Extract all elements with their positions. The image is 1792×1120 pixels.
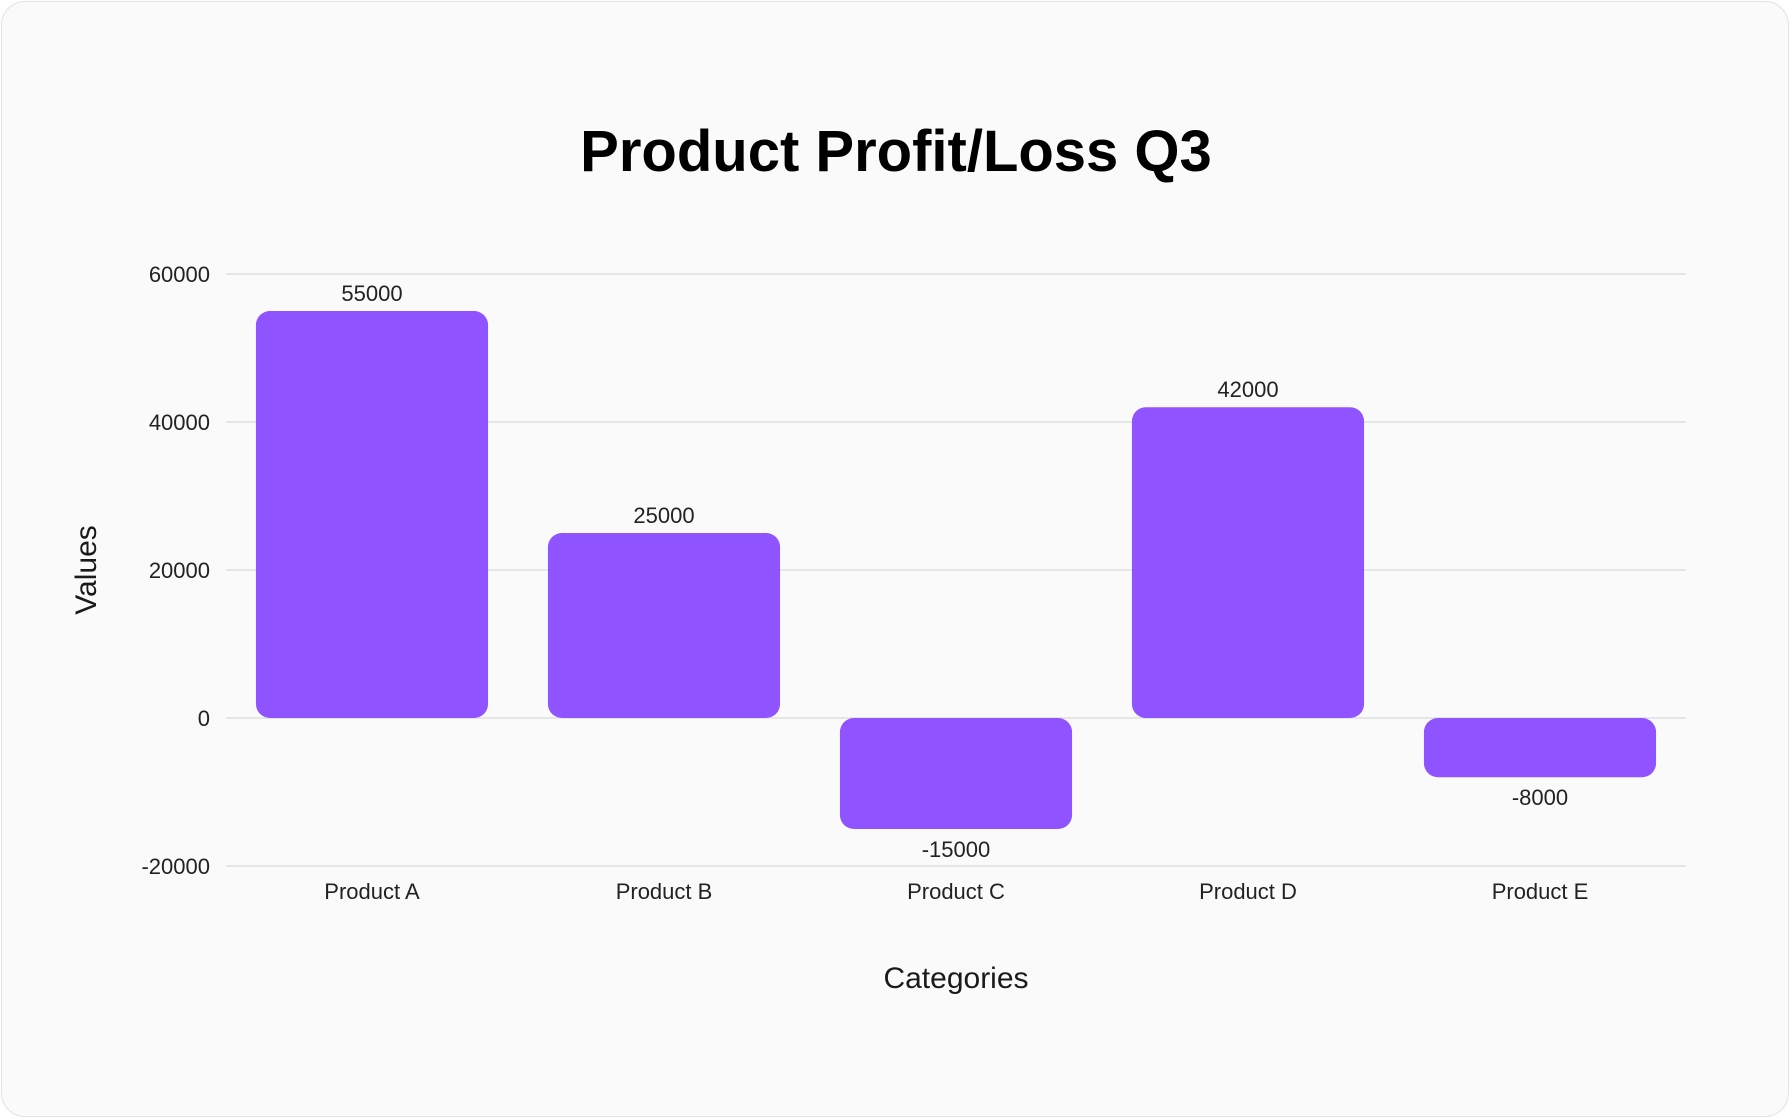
data-label: -8000 — [1512, 785, 1568, 810]
bar — [547, 533, 781, 718]
bar — [1131, 407, 1365, 718]
y-tick-label: 40000 — [149, 410, 210, 435]
y-tick-label: 20000 — [149, 558, 210, 583]
y-axis-title: Values — [70, 525, 103, 615]
bar — [255, 311, 489, 718]
data-label: 42000 — [1217, 377, 1278, 402]
y-tick-label: 0 — [198, 706, 210, 731]
y-tick-label: -20000 — [141, 854, 210, 879]
bar — [839, 718, 1073, 829]
bars — [255, 311, 1657, 829]
data-label: 55000 — [341, 281, 402, 306]
x-tick-label: Product C — [907, 879, 1005, 904]
y-axis-ticks: 60000 40000 20000 0 -20000 — [141, 262, 210, 879]
data-label: 25000 — [633, 503, 694, 528]
data-labels: 55000 25000 -15000 42000 -8000 — [341, 281, 1568, 862]
data-label: -15000 — [922, 837, 991, 862]
x-axis-ticks: Product A Product B Product C Product D Prod… — [324, 879, 1588, 904]
x-tick-label: Product E — [1492, 879, 1589, 904]
x-tick-label: Product A — [324, 879, 420, 904]
bar — [1423, 718, 1657, 778]
y-tick-label: 60000 — [149, 262, 210, 287]
x-tick-label: Product B — [616, 879, 713, 904]
x-tick-label: Product D — [1199, 879, 1297, 904]
chart-title: Product Profit/Loss Q3 — [580, 119, 1212, 184]
x-axis-title: Categories — [883, 962, 1028, 995]
